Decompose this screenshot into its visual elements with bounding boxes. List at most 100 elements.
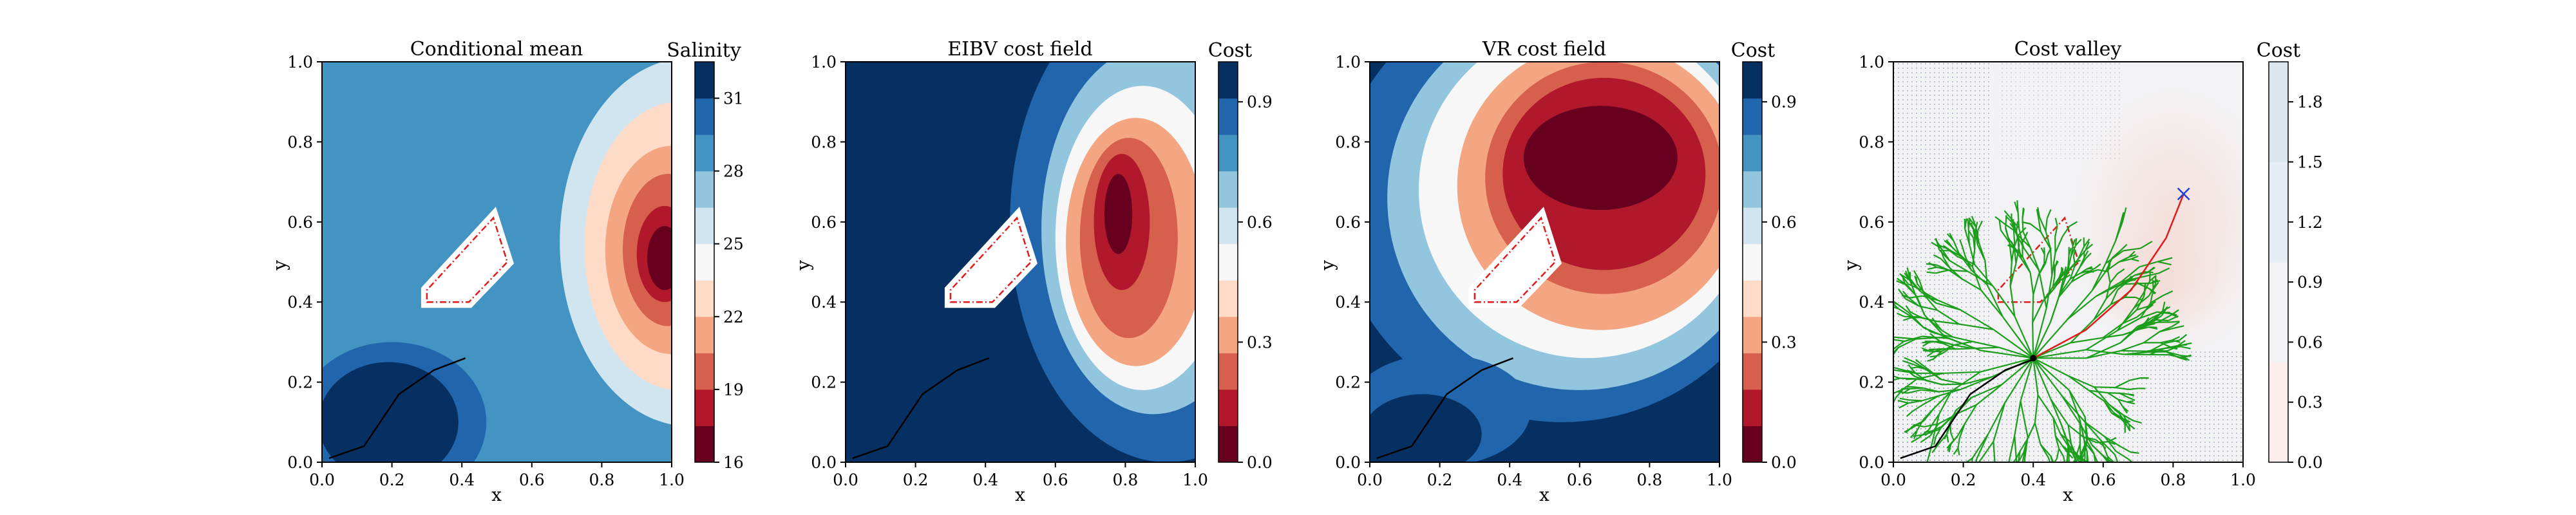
tree-edge — [2070, 239, 2074, 247]
tree-edge — [2123, 247, 2141, 252]
tree-edge — [1937, 309, 1960, 325]
colorbar-segment — [1743, 426, 1762, 463]
tree-edge — [2004, 357, 2034, 403]
tree-edge — [2068, 375, 2095, 388]
tree-edge — [1978, 242, 1986, 261]
tree-edge — [2082, 489, 2086, 500]
tree-edge — [2093, 386, 2110, 406]
tree-edge — [2128, 254, 2137, 258]
tree-edge — [2032, 322, 2034, 359]
tree-edge — [2086, 452, 2089, 462]
tree-edge — [1972, 341, 2000, 348]
tree-edge — [1993, 329, 2034, 359]
colorbar-frame — [1218, 61, 1238, 463]
x-tick-label: 0.2 — [903, 471, 929, 489]
tree-edge — [1944, 432, 1948, 440]
tree-edge — [2087, 489, 2092, 500]
tree-edge — [2023, 436, 2029, 461]
contour-level-7 — [1523, 106, 1678, 211]
x-tick-label: 0.0 — [833, 471, 858, 489]
tree-edge — [2150, 289, 2154, 303]
colorbar-segment — [695, 316, 714, 353]
tree-edge — [2063, 266, 2067, 272]
tree-edge — [2140, 240, 2153, 249]
tree-edge — [1898, 308, 1910, 317]
tree-edge — [2012, 459, 2016, 462]
axis-ticks: 0.0 0.2 0.4 0.6 0.8 1.0 0.0 0.2 0.4 0.6 0.8 1.0 — [1335, 53, 1732, 489]
tree-edge — [1881, 395, 1891, 398]
tree-edge — [1957, 447, 1960, 456]
tree-edge — [2107, 456, 2116, 462]
y-tick-label: 0.2 — [1859, 373, 1884, 392]
tree-edge — [2011, 485, 2018, 500]
tree-edge — [2119, 445, 2132, 453]
tree-edge — [1904, 357, 1915, 363]
tree-edge — [1904, 426, 1914, 433]
tree-edge — [2061, 445, 2070, 452]
tree-edge — [2083, 463, 2087, 476]
tree-edge — [1899, 402, 1909, 409]
y-tick-label: 0.4 — [287, 293, 313, 312]
tree-edge — [2150, 295, 2163, 304]
colorbar-segment — [1743, 316, 1762, 353]
tree-edge — [1918, 280, 1926, 296]
tree-edge — [2016, 460, 2020, 462]
tree-edge — [2086, 342, 2121, 359]
tree-edge — [2104, 436, 2117, 452]
tree-edge — [1911, 386, 1924, 389]
colorbar-tick-label: 0.9 — [2297, 273, 2323, 292]
colorbar-segment — [1743, 98, 1762, 135]
tree-edge — [1893, 375, 1900, 379]
tree-edge — [2103, 400, 2112, 414]
tree-edge — [2029, 272, 2034, 295]
x-tick-label: 0.0 — [1357, 471, 1383, 489]
colorbar-segment — [1218, 280, 1238, 317]
tree-edge — [2007, 498, 2011, 515]
colorbar-segment — [695, 62, 714, 99]
tree-edge — [2080, 424, 2093, 445]
tree-edge — [2032, 357, 2063, 397]
tree-edge — [2166, 351, 2181, 357]
tree-edge — [2032, 294, 2034, 323]
obstacle-boundary — [949, 216, 1032, 303]
tree-edge — [2177, 340, 2186, 346]
x-tick-label: 0.6 — [1043, 471, 1068, 489]
tree-edge — [2084, 421, 2103, 442]
tree-edge — [1940, 258, 1951, 268]
tree-edge — [2008, 435, 2016, 462]
tree-edge — [1935, 320, 1960, 325]
tree-edge — [2084, 421, 2105, 438]
obstacle-boundary — [1473, 216, 1557, 303]
tree-edge — [1902, 378, 1918, 390]
tree-edge — [1915, 276, 1918, 285]
tree-edge — [1882, 395, 1891, 397]
tree-edge — [2130, 258, 2139, 262]
x-tick-label: 0.8 — [1113, 471, 1139, 489]
tree-edge — [1998, 220, 2002, 230]
x-tick-label: 1.0 — [2230, 471, 2256, 489]
tree-edge — [2130, 255, 2139, 260]
tree-edge — [2043, 254, 2045, 264]
tree-edge — [2018, 228, 2025, 248]
tree-edge — [2000, 500, 2003, 510]
tree-edge — [2108, 436, 2117, 443]
axis-ticks: 0.0 0.2 0.4 0.6 0.8 1.0 0.0 0.2 0.4 0.6 0.8 1.0 — [811, 53, 1208, 489]
colorbar-tick-label: 1.5 — [2297, 153, 2323, 172]
colorbar-tick-label: 1.2 — [2297, 213, 2323, 232]
tree-edge — [2137, 283, 2150, 290]
tree-edge — [1897, 303, 1910, 314]
tree-edge — [1902, 290, 1909, 299]
tree-edge — [1896, 277, 1908, 286]
tree-edge — [2034, 490, 2040, 496]
tree-edge — [1971, 491, 1974, 500]
colorbar-tick-label: 16 — [723, 453, 744, 472]
tree-edge — [2124, 351, 2148, 355]
tree-edge — [2144, 317, 2150, 324]
tree-edge — [1893, 341, 1904, 350]
tree-edge — [2016, 233, 2031, 248]
tree-edge — [1967, 218, 1969, 229]
tree-edge — [1977, 220, 1983, 231]
tree-edge — [2101, 440, 2108, 457]
tree-edge — [2096, 463, 2098, 469]
tree-edge — [2117, 399, 2124, 407]
